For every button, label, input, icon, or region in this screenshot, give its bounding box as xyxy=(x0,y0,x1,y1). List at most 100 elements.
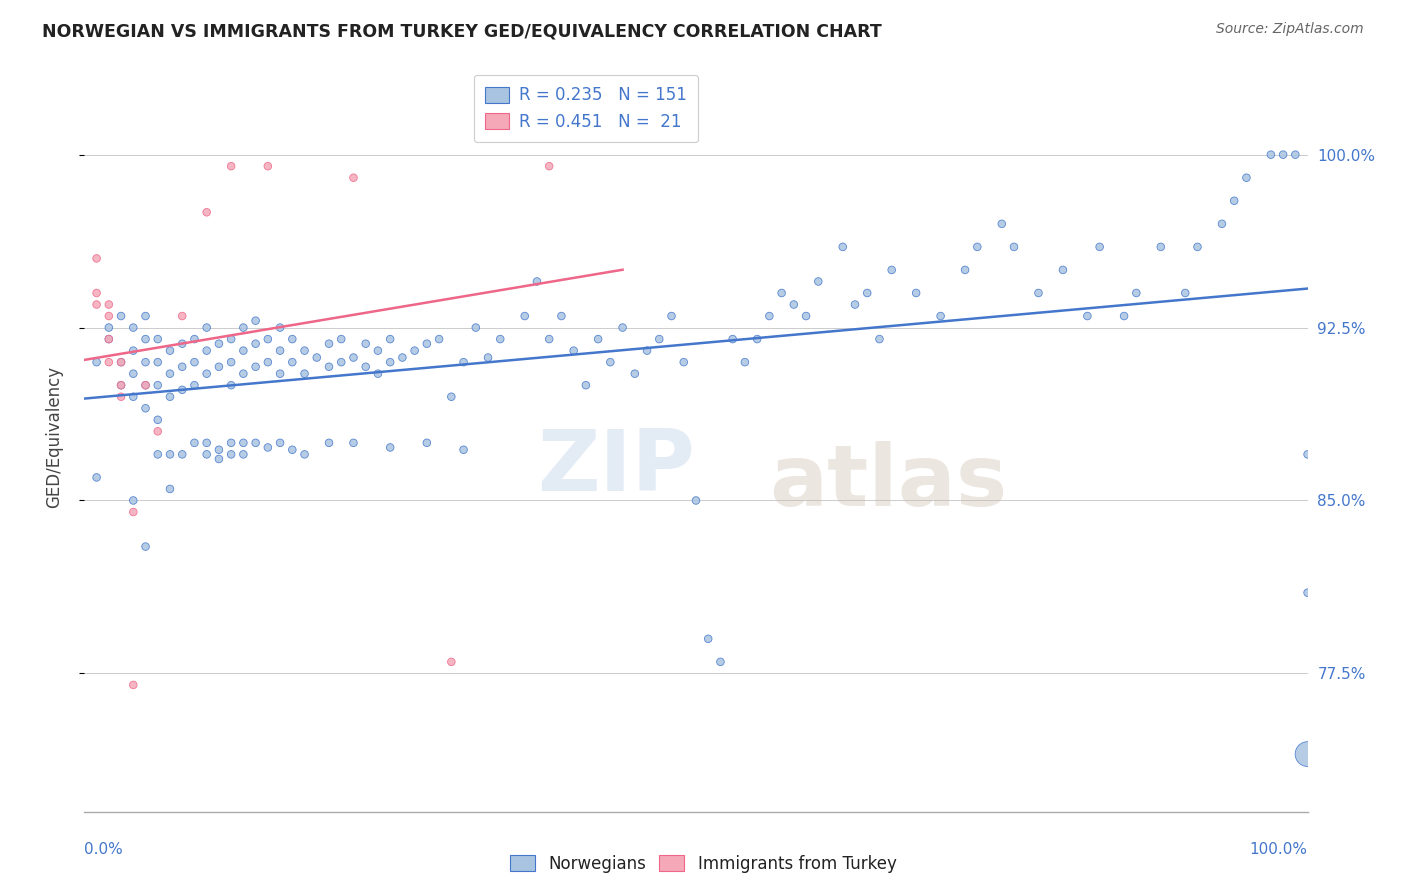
Point xyxy=(281,442,304,457)
Point xyxy=(232,367,254,381)
Point xyxy=(342,351,364,365)
Point xyxy=(110,390,132,404)
Text: NORWEGIAN VS IMMIGRANTS FROM TURKEY GED/EQUIVALENCY CORRELATION CHART: NORWEGIAN VS IMMIGRANTS FROM TURKEY GED/… xyxy=(42,22,882,40)
Point xyxy=(183,355,205,369)
Point xyxy=(97,320,120,334)
Point xyxy=(195,320,218,334)
Point xyxy=(489,332,512,346)
Point xyxy=(929,309,952,323)
Point xyxy=(305,351,328,365)
Point xyxy=(294,343,316,358)
Point xyxy=(257,355,280,369)
Point xyxy=(1236,170,1258,185)
Point xyxy=(172,359,194,374)
Point xyxy=(1076,309,1098,323)
Point xyxy=(195,435,218,450)
Point xyxy=(440,390,463,404)
Point xyxy=(232,320,254,334)
Point xyxy=(172,309,194,323)
Point xyxy=(1223,194,1246,208)
Point xyxy=(122,367,145,381)
Point xyxy=(135,309,157,323)
Point xyxy=(86,297,108,311)
Point xyxy=(1028,285,1050,300)
Point xyxy=(758,309,780,323)
Point xyxy=(208,336,231,351)
Point xyxy=(1296,747,1319,761)
Point xyxy=(624,367,647,381)
Point xyxy=(697,632,720,646)
Point xyxy=(1296,447,1319,461)
Point xyxy=(783,297,806,311)
Point xyxy=(146,447,169,461)
Point xyxy=(122,390,145,404)
Point xyxy=(135,355,157,369)
Point xyxy=(831,240,853,254)
Point xyxy=(354,336,377,351)
Point xyxy=(1114,309,1136,323)
Point xyxy=(146,332,169,346)
Point xyxy=(562,343,585,358)
Point xyxy=(869,332,891,346)
Point xyxy=(183,435,205,450)
Point xyxy=(110,355,132,369)
Point xyxy=(391,351,413,365)
Point xyxy=(966,240,988,254)
Point xyxy=(367,343,389,358)
Point xyxy=(122,343,145,358)
Point xyxy=(416,336,439,351)
Point xyxy=(135,540,157,554)
Point xyxy=(219,355,242,369)
Point xyxy=(380,441,402,455)
Point xyxy=(269,435,291,450)
Point xyxy=(367,367,389,381)
Point xyxy=(245,313,267,327)
Text: 0.0%: 0.0% xyxy=(84,842,124,856)
Point xyxy=(208,452,231,467)
Point xyxy=(86,252,108,266)
Point xyxy=(807,275,830,289)
Point xyxy=(342,170,364,185)
Point xyxy=(1284,147,1306,161)
Point xyxy=(135,378,157,392)
Point xyxy=(183,378,205,392)
Point xyxy=(427,332,450,346)
Point xyxy=(586,332,609,346)
Point xyxy=(1088,240,1111,254)
Point xyxy=(122,320,145,334)
Point xyxy=(219,447,242,461)
Point xyxy=(219,378,242,392)
Point xyxy=(281,332,304,346)
Point xyxy=(159,482,181,496)
Point xyxy=(464,320,486,334)
Point xyxy=(648,332,671,346)
Point xyxy=(97,332,120,346)
Point xyxy=(269,343,291,358)
Point xyxy=(257,332,280,346)
Point xyxy=(880,263,903,277)
Point xyxy=(195,205,218,219)
Point xyxy=(844,297,866,311)
Point xyxy=(146,378,169,392)
Point xyxy=(245,336,267,351)
Point xyxy=(416,435,439,450)
Point xyxy=(232,435,254,450)
Point xyxy=(477,351,499,365)
Point xyxy=(1150,240,1173,254)
Point xyxy=(1260,147,1282,161)
Point xyxy=(709,655,731,669)
Point xyxy=(354,359,377,374)
Point xyxy=(318,336,340,351)
Point xyxy=(513,309,536,323)
Point xyxy=(526,275,548,289)
Point xyxy=(86,355,108,369)
Point xyxy=(232,343,254,358)
Point xyxy=(159,343,181,358)
Point xyxy=(770,285,793,300)
Point xyxy=(991,217,1014,231)
Point xyxy=(1272,147,1295,161)
Point xyxy=(636,343,658,358)
Point xyxy=(612,320,634,334)
Point xyxy=(97,297,120,311)
Point xyxy=(97,332,120,346)
